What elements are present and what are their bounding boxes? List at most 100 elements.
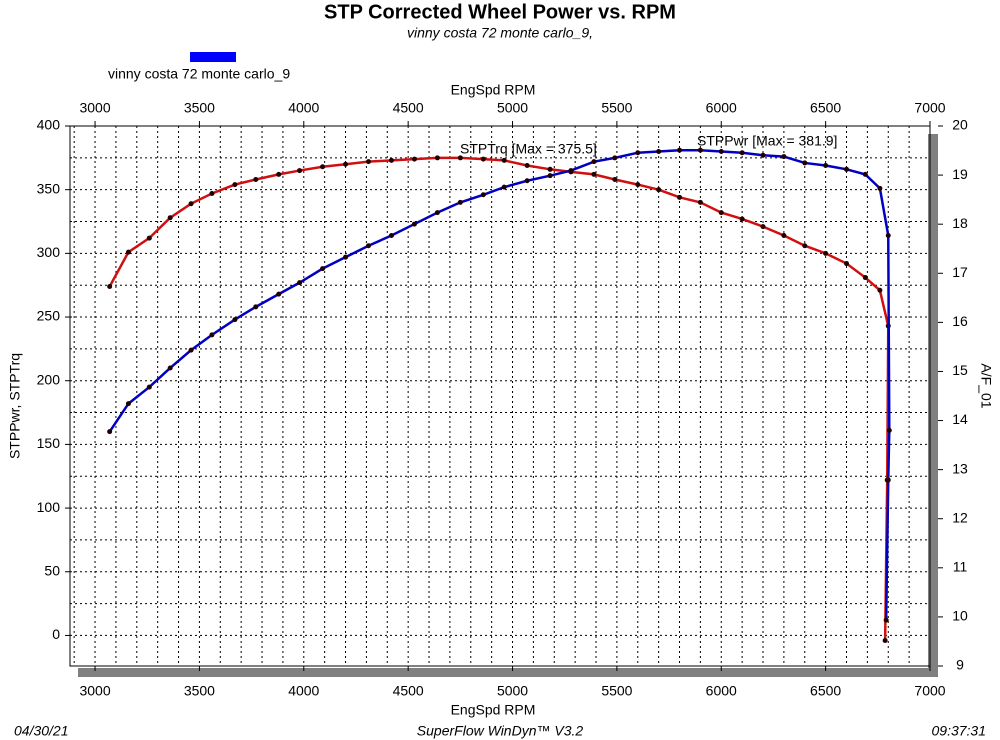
legend-label: vinny costa 72 monte carlo_9 (108, 66, 290, 82)
legend-swatch (190, 52, 236, 62)
data-point (739, 150, 745, 156)
x-tick-label: 4500 (393, 683, 424, 699)
data-point (718, 210, 724, 216)
x-tick-label-top: 4500 (393, 100, 424, 116)
series-line (108, 156, 890, 641)
shadow-bottom (78, 668, 938, 677)
y2-tick-label: 12 (952, 509, 968, 525)
annotation: STPTrq [Max = 375.5] (460, 141, 597, 157)
annotation: STPPwr [Max = 381.9] (697, 133, 837, 149)
x-axis-title-top: EngSpd RPM (451, 82, 536, 98)
y-tick-label: 200 (37, 371, 61, 387)
data-point (760, 152, 766, 158)
data-point (253, 304, 259, 310)
x-tick-label: 3000 (79, 683, 110, 699)
data-point (320, 164, 326, 170)
data-point (635, 182, 641, 188)
data-point (501, 184, 507, 190)
data-point (524, 162, 530, 168)
y2-tick-label: 14 (952, 411, 968, 427)
data-point (209, 332, 215, 338)
data-point (343, 161, 349, 167)
data-point (125, 401, 131, 407)
data-point (823, 250, 829, 256)
x-tick-label: 6500 (810, 683, 841, 699)
y-tick-label: 50 (44, 562, 60, 578)
data-point (781, 154, 787, 160)
data-point (480, 156, 486, 162)
x-tick-label: 4000 (288, 683, 319, 699)
data-point (612, 155, 618, 161)
data-point (457, 199, 463, 205)
data-point (480, 192, 486, 198)
footer-time: 09:37:31 (932, 723, 987, 739)
x-tick-label-top: 6500 (810, 100, 841, 116)
x-tick-label: 5500 (601, 683, 632, 699)
footer-software: SuperFlow WinDyn™ V3.2 (417, 723, 584, 739)
y2-tick-label: 15 (952, 362, 968, 378)
data-point (146, 235, 152, 241)
data-point (862, 275, 868, 281)
data-point (612, 176, 618, 182)
y2-tick-label: 10 (952, 608, 968, 624)
y2-tick-label: 19 (952, 166, 968, 182)
data-point (656, 148, 662, 154)
data-point (885, 477, 891, 483)
y2-axis-title: A/F_01 (978, 363, 994, 408)
data-point (167, 215, 173, 221)
data-point (591, 171, 597, 177)
y-axis-title: STPPwr, STPTrq (7, 353, 23, 459)
data-point (125, 249, 131, 255)
data-point (877, 185, 883, 191)
y2-tick-label: 11 (953, 559, 968, 575)
data-point (388, 233, 394, 239)
y-tick-label: 150 (37, 435, 61, 451)
data-point (276, 171, 282, 177)
data-point (635, 150, 641, 156)
data-point (547, 166, 553, 172)
x-tick-label-top: 5500 (601, 100, 632, 116)
data-point (877, 287, 883, 293)
x-tick-label-top: 7000 (914, 100, 945, 116)
chart-title: STP Corrected Wheel Power vs. RPM (324, 1, 676, 23)
x-tick-label: 3500 (184, 683, 215, 699)
data-point (188, 201, 194, 207)
data-point (232, 182, 238, 188)
data-point (411, 221, 417, 227)
x-tick-label-top: 4000 (288, 100, 319, 116)
data-point (697, 199, 703, 205)
data-point (677, 147, 683, 153)
data-point (591, 159, 597, 165)
data-point (862, 171, 868, 177)
data-point (739, 216, 745, 222)
data-point (697, 147, 703, 153)
x-axis-title: EngSpd RPM (451, 702, 536, 718)
chart-subtitle: vinny costa 72 monte carlo_9, (407, 25, 593, 41)
data-point (209, 191, 215, 196)
y-tick-label: 400 (37, 117, 61, 133)
y2-tick-label: 20 (952, 117, 968, 133)
data-point (844, 261, 850, 267)
data-point (781, 233, 787, 239)
data-point (107, 283, 113, 289)
data-point (297, 168, 303, 174)
y2-tick-label: 17 (952, 264, 968, 280)
data-point (188, 347, 194, 353)
data-point (167, 365, 173, 371)
series-line (108, 148, 891, 621)
y-tick-label: 350 (37, 180, 61, 196)
data-point (885, 233, 891, 239)
data-point (844, 166, 850, 172)
plot-frame (69, 125, 931, 667)
y2-tick-label: 18 (952, 215, 968, 231)
y-tick-label: 100 (37, 499, 61, 515)
data-point (760, 224, 766, 230)
y2-tick-label: 9 (956, 657, 964, 673)
y2-tick-label: 16 (952, 313, 968, 329)
shadow-right (928, 134, 938, 677)
data-point (802, 160, 808, 166)
data-point (297, 280, 303, 286)
y-tick-label: 250 (37, 308, 61, 324)
data-point (146, 384, 152, 390)
data-point (882, 638, 888, 644)
